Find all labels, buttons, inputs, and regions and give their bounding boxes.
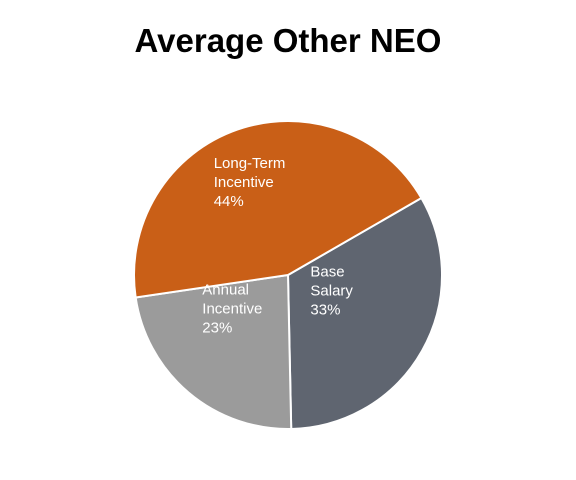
slice-name-line: Incentive [202, 301, 262, 318]
slice-name-line: Incentive [214, 174, 274, 191]
slice-value-label: 33% [310, 301, 340, 318]
slice-label-base-salary: Base Salary 33% [310, 263, 353, 318]
pie-slice-annual-incentive [134, 273, 293, 430]
slice-label-long-term-incentive: Long-Term Incentive 44% [214, 155, 286, 210]
pie-slice-base-salary [286, 196, 443, 430]
pie-slice-long-term-incentive [133, 120, 423, 299]
slice-name-line: Salary [310, 282, 353, 299]
chart-title: Average Other NEO [134, 22, 442, 59]
slice-value-label: 23% [202, 320, 232, 337]
slice-name-line: Base [310, 263, 344, 280]
pie-slices [133, 120, 443, 430]
pie-labels: Base Salary 33% Annual Incentive 23% Long-Term… [202, 155, 353, 336]
slice-name-line: Annual [202, 282, 249, 299]
slice-label-annual-incentive: Annual Incentive 23% [202, 282, 262, 337]
slice-value-label: 44% [214, 193, 244, 210]
slice-name-line: Long-Term [214, 155, 286, 172]
